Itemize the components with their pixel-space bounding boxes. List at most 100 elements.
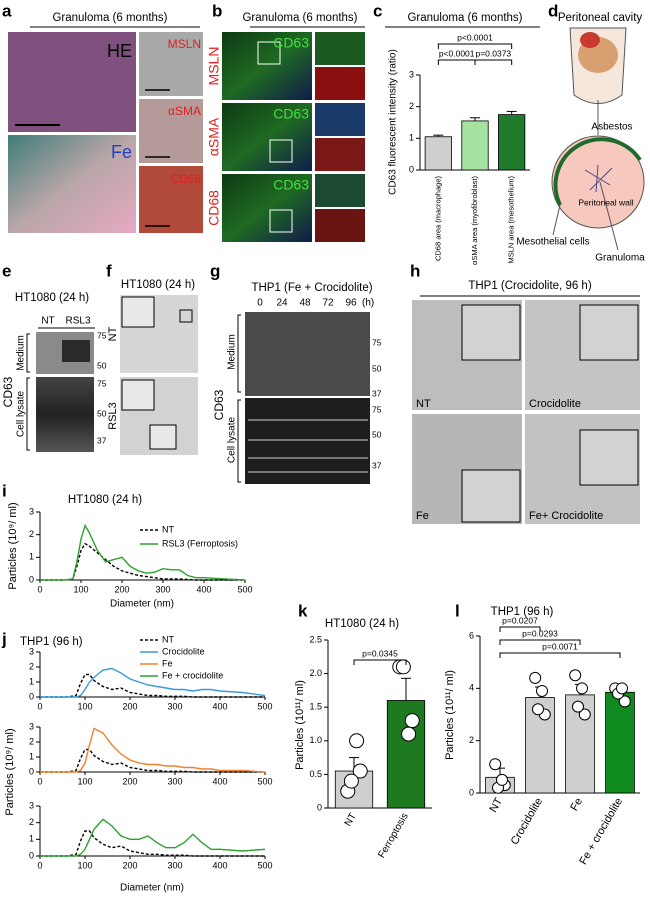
zoom-image	[315, 209, 365, 242]
text-label: NT	[107, 326, 119, 341]
category-label: NT	[487, 796, 505, 815]
x-tick-label: 0	[37, 860, 42, 870]
bar	[498, 114, 526, 171]
text-label: Granuloma (6 months)	[52, 12, 167, 24]
text-label: 37	[372, 460, 382, 470]
asma-image	[139, 99, 203, 163]
text-label: d	[548, 1, 558, 20]
text-label: f	[106, 261, 112, 280]
y-tick-label: 2	[29, 661, 34, 671]
x-tick-label: 200	[122, 860, 137, 870]
x-tick-label: 100	[77, 776, 92, 786]
y-axis-label: Particles (10¹¹/ ml)	[294, 680, 306, 770]
y-tick-label: 0	[29, 766, 34, 776]
data-point	[536, 684, 548, 697]
asbestos-fibers	[584, 164, 613, 193]
panel-e-blot	[26, 327, 95, 452]
y-tick-label: 1	[29, 676, 34, 686]
y-tick-label: 2	[29, 736, 34, 746]
text-label: 75	[97, 330, 107, 340]
category-label: αSMA area (myofibroblast)	[470, 176, 479, 265]
x-tick-label: 400	[196, 584, 211, 594]
if-image	[222, 32, 312, 100]
text-label: 72	[322, 298, 334, 309]
text-label: HT1080 (24 h)	[121, 279, 195, 291]
data-point	[578, 708, 591, 721]
zoom-box	[179, 309, 193, 323]
text-label: CD63	[273, 177, 309, 193]
x-tick-label: 0	[37, 701, 42, 711]
y-tick-label: 2	[469, 735, 474, 745]
legend-label: Crocidolite	[162, 646, 205, 656]
data-point	[401, 726, 417, 742]
data-point	[616, 682, 628, 695]
text-label: Cell lysate	[16, 391, 27, 438]
text-label: αSMA	[206, 117, 222, 156]
panel-h-images	[412, 295, 640, 524]
y-tick-label: 1	[29, 834, 34, 844]
y-tick-label: 1	[409, 133, 414, 143]
y-tick-label: 2.5	[309, 634, 322, 644]
text-label: 48	[299, 298, 311, 309]
legend-label: Fe + crocidolite	[162, 670, 223, 680]
if-image	[222, 174, 312, 242]
cd68-image	[139, 166, 203, 233]
text-label: 50	[372, 363, 382, 373]
y-tick-label: 0.5	[309, 769, 322, 779]
text-label: HE	[107, 41, 132, 61]
x-tick-label: 300	[155, 584, 170, 594]
legend-label: Fe	[162, 658, 173, 668]
text-label: h	[410, 261, 420, 280]
blot-medium	[245, 312, 370, 396]
p-value: p=0.0207	[502, 615, 538, 625]
panel-letter: l	[455, 601, 460, 620]
x-tick-label: 400	[212, 860, 227, 870]
inset	[121, 296, 155, 328]
inset	[461, 469, 521, 523]
text-label: Granuloma (6 months)	[242, 12, 357, 24]
text-label: αSMA	[168, 104, 201, 118]
significance-bracket	[499, 652, 621, 658]
x-tick-label: 200	[114, 584, 129, 594]
legend-label: NT	[162, 524, 174, 534]
organ	[580, 32, 600, 48]
significance-bracket	[499, 626, 541, 632]
zoom-image	[315, 174, 365, 207]
p-value: p=0.0345	[362, 648, 398, 658]
text-label: 50	[97, 360, 107, 370]
text-label: CD63	[1, 376, 15, 407]
x-tick-label: 100	[73, 584, 88, 594]
significance-bracket	[499, 639, 581, 645]
x-tick-label: 200	[122, 701, 137, 711]
text-label: CD63	[273, 35, 309, 51]
text-label: e	[2, 261, 11, 280]
zoom-box	[269, 139, 293, 163]
category-label: Ferroptosis	[376, 811, 411, 860]
chart-title: THP1 (96 h)	[491, 606, 554, 618]
text-label: 37	[97, 435, 107, 445]
text-label: 75	[372, 337, 382, 347]
p-value: p=0.0071	[542, 641, 578, 651]
p-value: p<0.0001	[457, 32, 493, 42]
x-tick-label: 500	[257, 701, 272, 711]
blot-band	[62, 340, 90, 362]
zoom-box	[269, 209, 293, 233]
he-image	[8, 32, 136, 132]
x-tick-label: 100	[77, 860, 92, 870]
text-label: NT	[41, 316, 54, 327]
mesothelium	[553, 137, 642, 206]
blot-bands	[248, 419, 368, 473]
x-tick-label: 300	[167, 860, 182, 870]
category-label: Fe	[568, 796, 585, 813]
x-tick-label: 0	[37, 584, 42, 594]
fe-image	[8, 135, 136, 233]
y-tick-label: 1.0	[309, 735, 322, 745]
panel-letter: j	[1, 629, 7, 648]
x-tick-label: 200	[122, 776, 137, 786]
text-label: RSL3	[107, 402, 119, 430]
y-tick-label: 3	[409, 69, 414, 79]
text-label: 75	[97, 378, 107, 388]
panel-letter: c	[373, 1, 382, 20]
data-point	[569, 669, 582, 682]
text-label: CD63	[212, 389, 226, 420]
